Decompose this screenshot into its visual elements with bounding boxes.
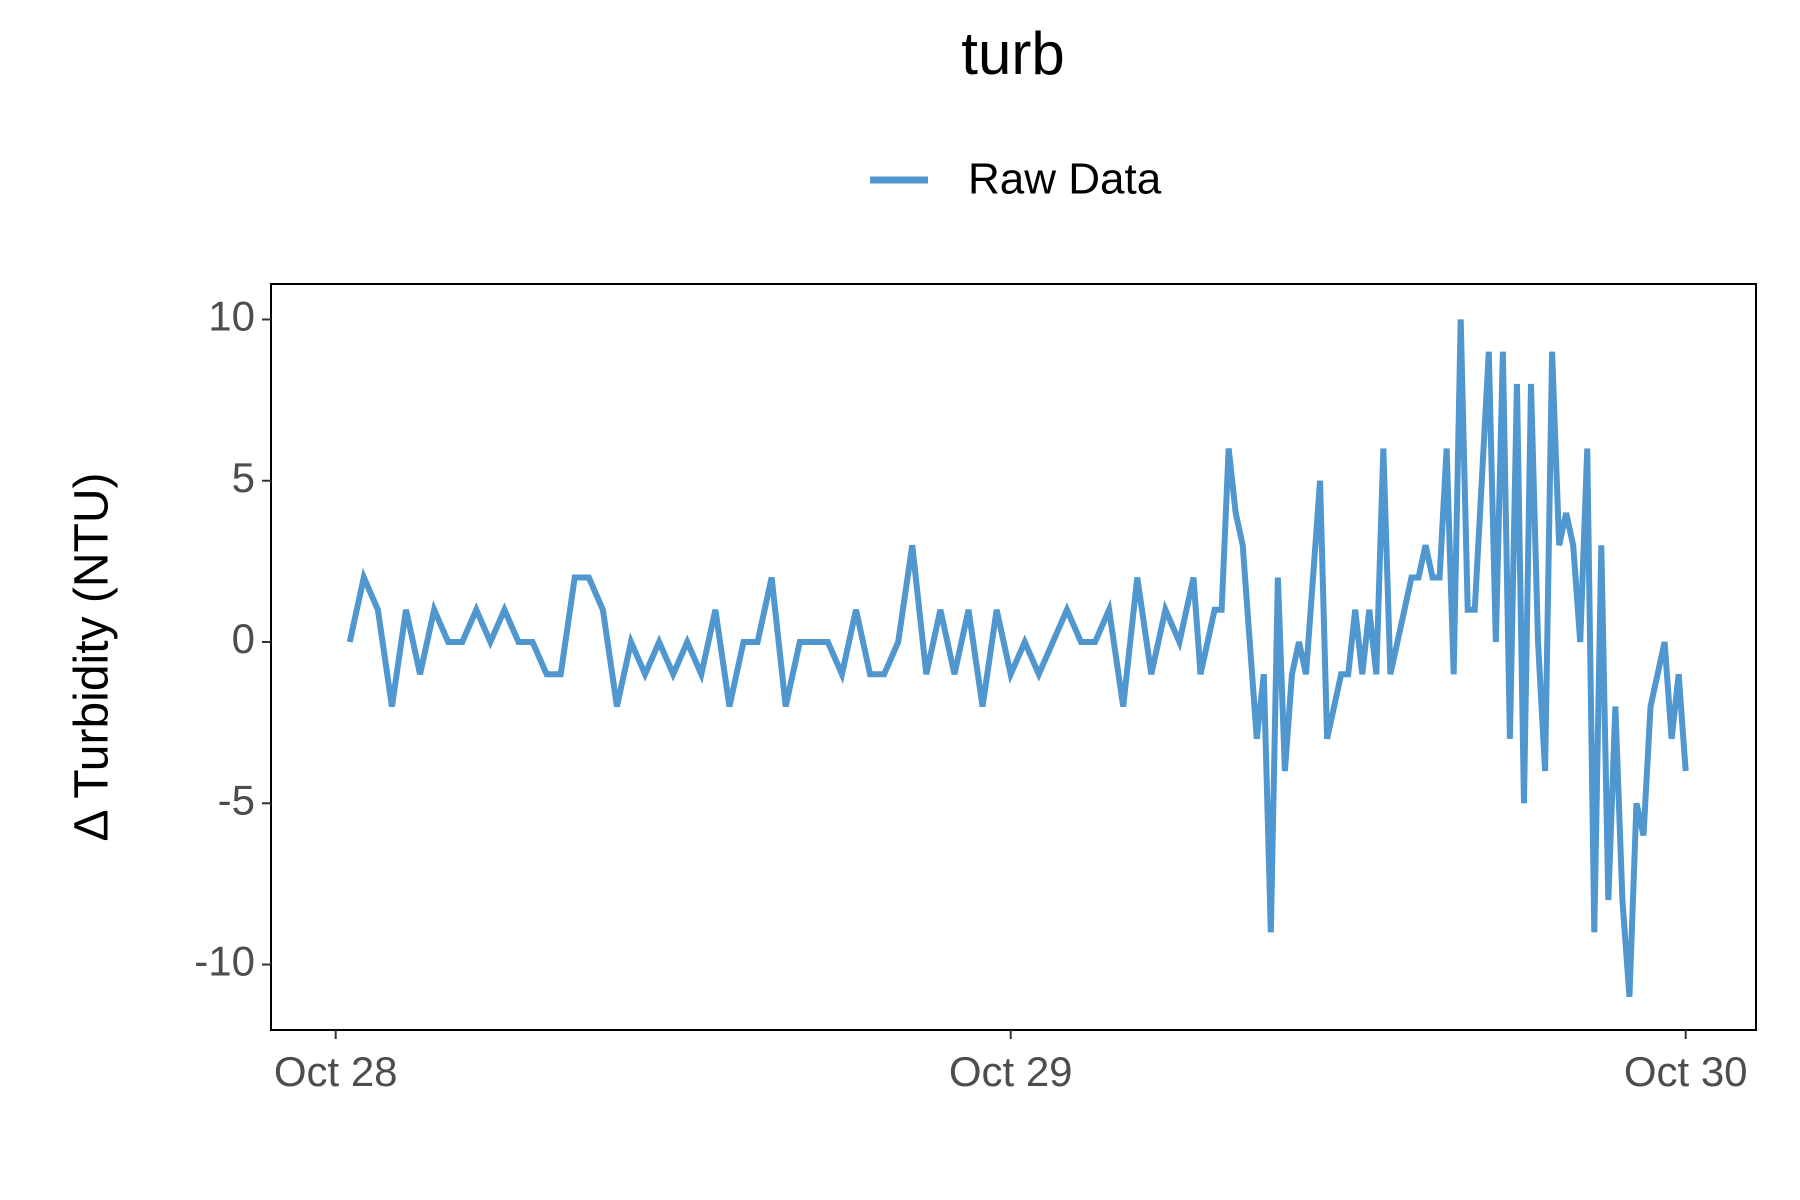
y-tick-label: 5 bbox=[232, 454, 255, 501]
legend-label: Raw Data bbox=[968, 155, 1162, 204]
x-tick-label: Oct 30 bbox=[1624, 1048, 1748, 1095]
y-tick-label: -5 bbox=[218, 776, 255, 823]
x-tick-label: Oct 29 bbox=[949, 1048, 1073, 1095]
data-line bbox=[346, 319, 1689, 997]
y-tick-label: 0 bbox=[232, 615, 255, 662]
x-tick-label: Oct 28 bbox=[274, 1048, 398, 1095]
y-tick-label: 10 bbox=[208, 293, 255, 340]
chart-title: turb bbox=[961, 20, 1064, 87]
plot-frame bbox=[270, 283, 1757, 1031]
y-tick-label: -10 bbox=[194, 938, 255, 985]
y-axis-label: Δ Turbidity (NTU) bbox=[66, 473, 119, 842]
